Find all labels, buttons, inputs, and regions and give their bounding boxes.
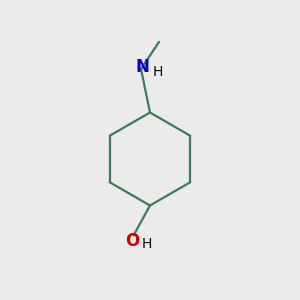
Text: N: N	[136, 58, 149, 76]
Text: O: O	[125, 232, 139, 250]
Text: H: H	[142, 238, 152, 251]
Text: H: H	[152, 65, 163, 79]
